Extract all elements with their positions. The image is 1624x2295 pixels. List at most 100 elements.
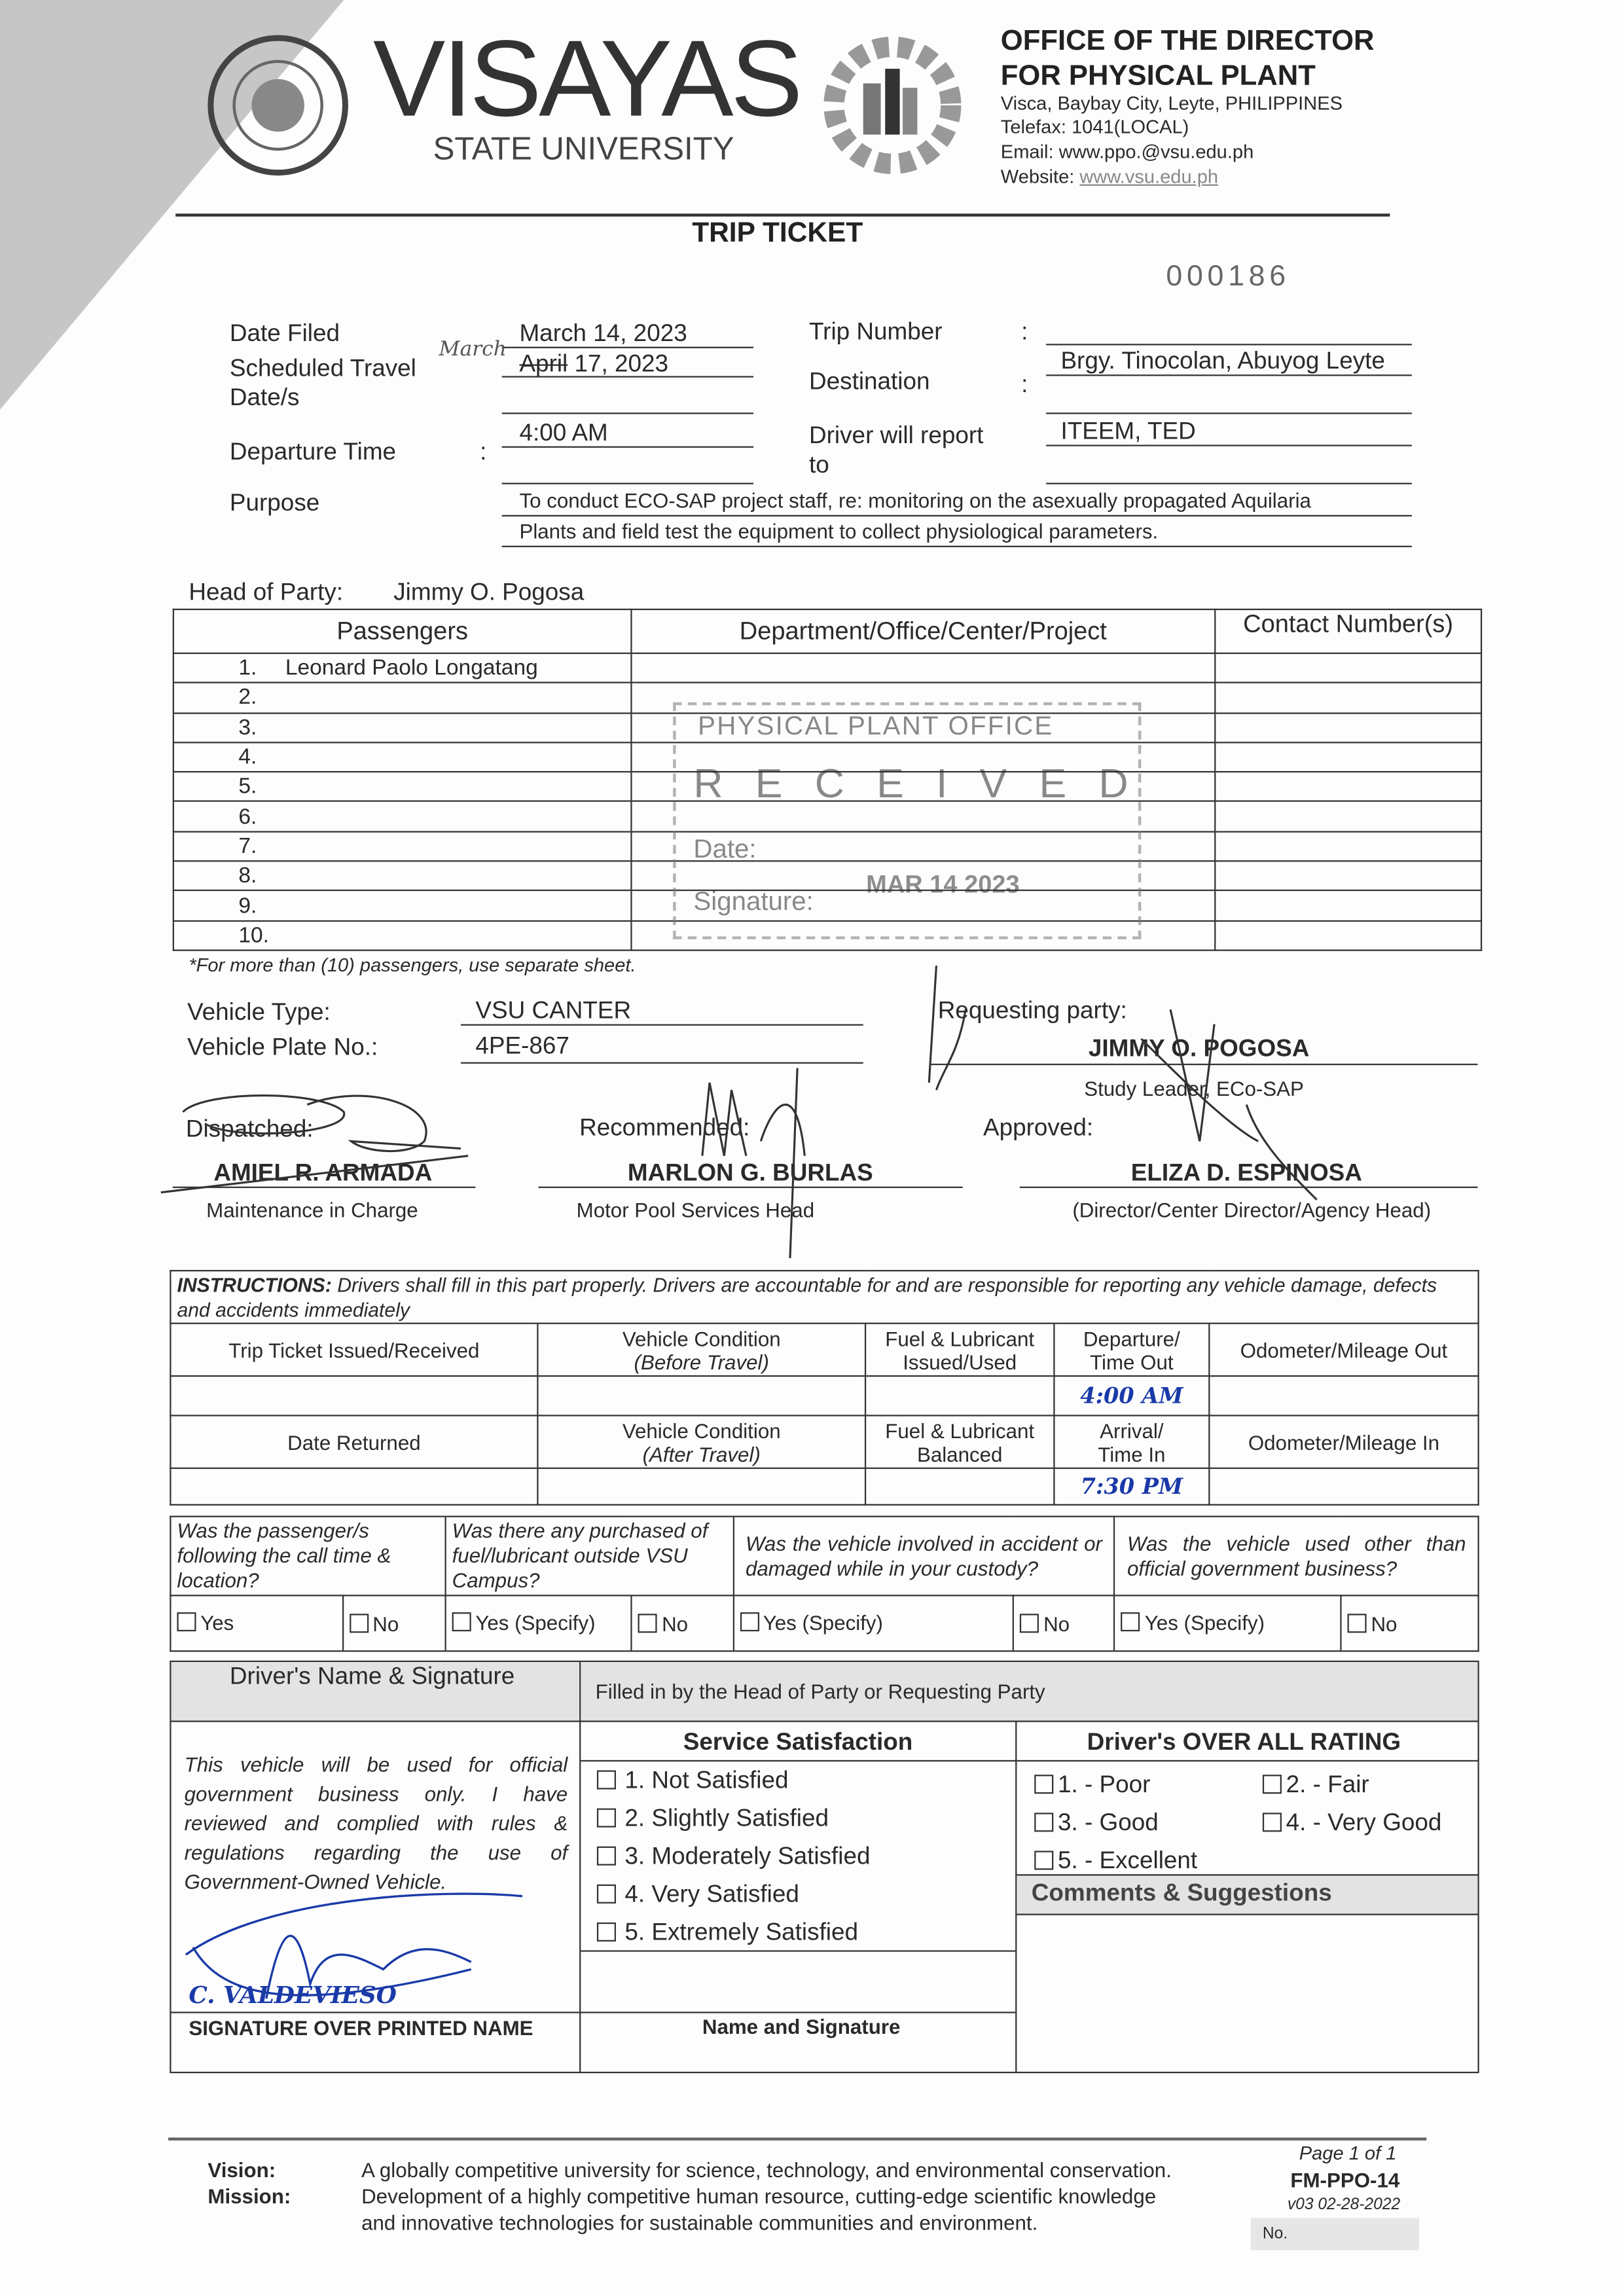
passenger-contact-cell[interactable] [1214,712,1483,744]
checkbox-yes[interactable] [740,1612,759,1632]
rating-checkbox[interactable] [1034,1775,1054,1794]
passenger-department-cell[interactable] [630,831,1216,862]
rating-option-label: 1. - Poor [1057,1771,1151,1798]
date-filed-value[interactable]: March 14, 2023 [519,320,687,347]
passenger-number: 1. [238,655,257,681]
passenger-contact-cell[interactable] [1214,771,1483,803]
service-checkbox[interactable] [596,1846,616,1866]
service-option[interactable]: 3. Moderately Satisfied [596,1843,871,1871]
question-2-yes-option[interactable]: Yes (Specify) [444,1595,633,1652]
time-out-cell[interactable]: 4:00 AM [1053,1375,1210,1417]
destination-value[interactable]: Brgy. Tinocolan, Abuyog Leyte [1060,348,1385,375]
service-option[interactable]: 4. Very Satisfied [596,1881,799,1909]
vehicle-type-value[interactable]: VSU CANTER [475,998,632,1024]
passenger-department-cell[interactable] [630,652,1216,684]
passenger-name-cell[interactable]: 3. [172,712,632,744]
question-3-no-option[interactable]: No [1013,1595,1116,1652]
checkbox-no[interactable] [638,1613,658,1633]
passenger-name-cell[interactable]: 6. [172,801,632,833]
passenger-contact-cell[interactable] [1214,831,1483,862]
instructions-bold: INSTRUCTIONS: [177,1274,332,1297]
checkbox-yes[interactable] [177,1612,196,1632]
question-3-yes-option[interactable]: Yes (Specify) [732,1595,1015,1652]
vc-before-label: Vehicle Condition [622,1326,781,1350]
date-returned-cell[interactable] [170,1467,539,1506]
fuel-issued-cell[interactable] [864,1375,1055,1417]
yes-label: Yes (Specify) [1144,1610,1265,1635]
rating-checkbox[interactable] [1262,1813,1282,1832]
comments-input[interactable] [1017,1915,1477,2072]
rating-option[interactable]: 3. - Good [1034,1810,1159,1837]
passenger-number: 9. [238,893,257,918]
head-of-party-value[interactable]: Jimmy O. Pogosa [393,579,585,606]
rating-option[interactable]: 1. - Poor [1034,1772,1150,1799]
question-2-no-option[interactable]: No [631,1595,734,1652]
passenger-contact-cell[interactable] [1214,652,1483,684]
question-4-no-option[interactable]: No [1340,1595,1479,1652]
passenger-contact-cell[interactable] [1214,860,1483,892]
service-checkbox[interactable] [596,1922,616,1942]
question-4-yes-option[interactable]: Yes (Specify) [1113,1595,1342,1652]
passenger-name-cell[interactable]: 5. [172,771,632,803]
rating-checkbox[interactable] [1262,1775,1282,1794]
service-option[interactable]: 5. Extremely Satisfied [596,1919,858,1947]
service-option[interactable]: 1. Not Satisfied [596,1767,788,1795]
rating-checkbox[interactable] [1034,1851,1054,1870]
passenger-name-cell[interactable]: 1. Leonard Paolo Longatang [172,652,632,684]
purpose-line-2[interactable]: Plants and field test the equipment to c… [519,519,1159,543]
checkbox-no[interactable] [349,1613,369,1633]
checkbox-no[interactable] [1347,1613,1367,1633]
passenger-contact-cell[interactable] [1214,890,1483,922]
checkbox-yes[interactable] [452,1612,471,1632]
question-1-no-option[interactable]: No [342,1595,446,1652]
service-option[interactable]: 2. Slightly Satisfied [596,1805,829,1833]
passenger-name-cell[interactable]: 2. [172,682,632,714]
header-contact: Contact Number(s) [1214,608,1483,655]
driver-feedback-section: Driver's Name & Signature Filled in by t… [170,1660,1479,2074]
checkbox-no[interactable] [1020,1613,1039,1633]
purpose-rule-2 [501,545,1412,547]
departure-time-out-header: Departure/Time Out [1053,1322,1210,1377]
odometer-in-cell[interactable] [1208,1467,1479,1506]
passenger-name-cell[interactable]: 8. [172,860,632,892]
departure-time-value[interactable]: 4:00 AM [519,420,608,446]
odometer-out-cell[interactable] [1208,1375,1479,1417]
passenger-department-cell[interactable] [630,712,1216,744]
passenger-department-cell[interactable] [630,920,1216,951]
scheduled-travel-value[interactable]: April 17, 2023 [519,351,668,378]
checkbox-yes[interactable] [1121,1612,1141,1632]
passenger-department-cell[interactable] [630,860,1216,892]
service-checkbox[interactable] [596,1884,616,1904]
passenger-name-cell[interactable]: 10. [172,920,632,951]
condition-before-cell[interactable] [537,1375,867,1417]
rating-option[interactable]: 4. - Very Good [1262,1810,1441,1837]
condition-after-cell[interactable] [537,1467,867,1506]
issued-received-header: Trip Ticket Issued/Received [170,1322,539,1377]
rating-option[interactable]: 2. - Fair [1262,1772,1369,1799]
driver-report-value[interactable]: ITEEM, TED [1060,418,1196,445]
passenger-department-cell[interactable] [630,890,1216,922]
rating-option[interactable]: 5. - Excellent [1034,1848,1197,1875]
vehicle-plate-value[interactable]: 4PE-867 [475,1032,569,1060]
rating-checkbox[interactable] [1034,1813,1054,1832]
passenger-contact-cell[interactable] [1214,682,1483,714]
passenger-name-cell[interactable]: 4. [172,741,632,773]
passenger-department-cell[interactable] [630,771,1216,803]
issued-received-cell[interactable] [170,1375,539,1417]
passenger-contact-cell[interactable] [1214,801,1483,833]
fuel-balanced-cell[interactable] [864,1467,1055,1506]
head-of-party-label: Head of Party: [189,579,344,606]
time-in-cell[interactable]: 7:30 PM [1053,1467,1210,1506]
passenger-name-cell[interactable]: 9. [172,890,632,922]
passenger-department-cell[interactable] [630,682,1216,714]
passenger-department-cell[interactable] [630,741,1216,773]
service-checkbox[interactable] [596,1770,616,1790]
passenger-department-cell[interactable] [630,801,1216,833]
passenger-name-cell[interactable]: 7. [172,831,632,862]
question-1-yes-option[interactable]: Yes [170,1595,344,1652]
purpose-line-1[interactable]: To conduct ECO-SAP project staff, re: mo… [519,488,1311,513]
passenger-contact-cell[interactable] [1214,741,1483,773]
passenger-contact-cell[interactable] [1214,920,1483,951]
website-link[interactable]: www.vsu.edu.ph [1079,165,1219,188]
service-checkbox[interactable] [596,1808,616,1828]
